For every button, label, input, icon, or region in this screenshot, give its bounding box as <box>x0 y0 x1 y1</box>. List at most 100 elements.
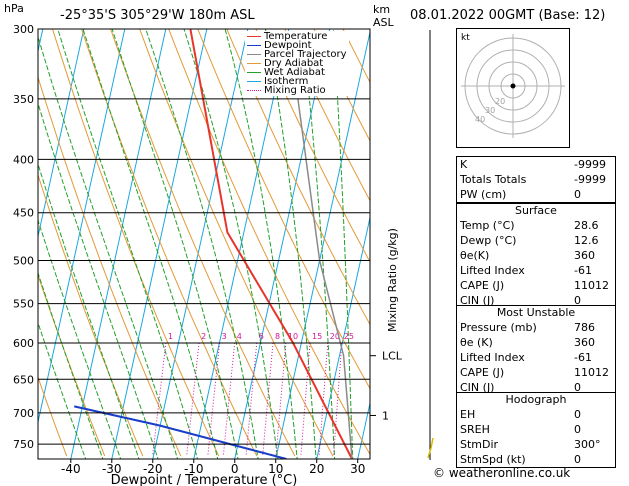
mixing-ratio-line <box>152 342 167 457</box>
mixing-ratio-axis-label: Mixing Ratio (g/kg) <box>386 228 399 332</box>
copyright-footer: © weatheronline.co.uk <box>433 466 571 480</box>
isotherm-line <box>234 29 331 459</box>
mixing-ratio-label: 15 <box>312 332 322 341</box>
pressure-tick-label: 750 <box>13 438 34 451</box>
totals-row: Totals Totals -9999 <box>457 172 615 187</box>
x-tick-label: 30 <box>350 462 365 476</box>
hodo-row-label: EH <box>460 408 476 421</box>
dry-adiabat-line <box>255 29 370 263</box>
totals-label: Totals Totals <box>460 173 527 186</box>
mixing-ratio-label: 4 <box>237 332 242 341</box>
datetime-title: 08.01.2022 00GMT (Base: 12) <box>410 8 606 23</box>
x-tick-label: -40 <box>61 462 81 476</box>
legend-swatch <box>247 36 261 37</box>
pressure-tick-label: 600 <box>13 337 34 350</box>
surface-row-value: 0 <box>574 294 581 307</box>
pressure-tick-label: 350 <box>13 93 34 106</box>
dry-adiabat-line <box>110 29 296 457</box>
pressure-tick-label: 700 <box>13 407 34 420</box>
mixing-ratio-label: 2 <box>201 332 206 341</box>
legend-swatch <box>247 54 261 55</box>
legend-label: Dry Adiabat <box>264 58 324 69</box>
mu-row-value: 786 <box>574 321 595 334</box>
hodo-row-value: 300° <box>574 438 601 451</box>
parcel-trajectory-series <box>297 98 353 459</box>
x-tick-label: 0 <box>231 462 239 476</box>
isotherm-line <box>70 29 167 459</box>
dewpoint-series <box>73 405 287 459</box>
legend-item: Mixing Ratio <box>247 86 347 96</box>
dry-adiabat-line <box>38 273 106 457</box>
dry-adiabat-line <box>313 29 370 142</box>
mu-row: CIN (J) 0 <box>457 380 615 395</box>
legend-label: Parcel Trajectory <box>264 49 347 60</box>
hodo-row: SREH 0 <box>457 422 615 437</box>
hodo-row-value: 0 <box>574 408 581 421</box>
dry-adiabat-line <box>197 29 370 390</box>
hodograph-center-dot <box>510 83 516 89</box>
mixing-ratio-line <box>262 342 274 457</box>
legend-swatch <box>247 81 261 82</box>
legend-item: Temperature <box>247 31 347 42</box>
mixing-ratio-label: 3 <box>222 332 227 341</box>
km-label: km <box>373 3 391 16</box>
mixing-ratio-line <box>300 342 311 457</box>
x-tick-label: -30 <box>102 462 122 476</box>
x-tick-label: -20 <box>143 462 163 476</box>
surface-row-value: 12.6 <box>574 234 599 247</box>
hodograph-ring-label: 20 <box>495 97 505 106</box>
x-axis-label: Dewpoint / Temperature (°C) <box>111 473 298 486</box>
dry-adiabat-line <box>168 29 370 456</box>
mixing-ratio-line <box>245 342 258 457</box>
mixing-ratio-line <box>222 342 236 457</box>
dry-adiabat-line <box>284 29 370 202</box>
pressure-unit-label: hPa <box>4 2 24 15</box>
surface-row-value: 11012 <box>574 279 609 292</box>
hodograph-table: Hodograph EH 0 SREH 0 StmDir 300° StmSpd (k… <box>456 392 616 468</box>
location-title: -25°35'S 305°29'W 180m ASL <box>60 8 255 23</box>
most-unstable-table: Most Unstable Pressure (mb) 786 θe (K) 360… <box>456 305 616 396</box>
dry-adiabat-line <box>38 75 182 457</box>
mu-row-value: -61 <box>574 351 592 364</box>
legend-item: Wet Adiabat <box>247 67 347 78</box>
mixing-ratio-line <box>333 342 343 457</box>
hodo-row-value: 0 <box>574 423 581 436</box>
mixing-ratio-label: 20 <box>330 332 340 341</box>
surface-row-label: Temp (°C) <box>460 219 515 232</box>
hodo-row: StmDir 300° <box>457 437 615 452</box>
mu-row: CAPE (J) 11012 <box>457 365 615 380</box>
pressure-tick-label: 650 <box>13 373 34 386</box>
wet-adiabat-line <box>111 29 239 459</box>
surface-row-label: CAPE (J) <box>460 279 505 292</box>
isotherm-line <box>0 29 2 459</box>
legend-label: Wet Adiabat <box>264 67 325 78</box>
mu-row-label: Pressure (mb) <box>460 321 537 334</box>
surface-row-label: θe(K) <box>460 249 490 262</box>
km-marker-label: LCL <box>382 350 403 363</box>
hodograph-panel: kt 20 30 40 <box>456 28 570 148</box>
pw-row: PW (cm) 0 <box>457 187 615 202</box>
mixing-ratio-label: 6 <box>259 332 264 341</box>
mu-row-value: 360 <box>574 336 595 349</box>
mu-row-value: 0 <box>574 381 581 394</box>
pressure-tick-label: 550 <box>13 298 34 311</box>
dry-adiabat-line <box>38 375 68 457</box>
surface-row-label: Lifted Index <box>460 264 525 277</box>
legend-swatch <box>247 72 261 73</box>
dry-adiabat-line <box>52 29 220 457</box>
chart-legend: Temperature Dewpoint Parcel Trajectory Dry … <box>245 31 349 96</box>
x-tick-label: 20 <box>309 462 324 476</box>
legend-label: Temperature <box>264 31 328 42</box>
mixing-ratio-line <box>186 342 200 457</box>
pw-value: 0 <box>574 188 581 201</box>
most-unstable-title: Most Unstable <box>496 306 576 319</box>
x-tick-label: 10 <box>268 462 283 476</box>
dry-adiabat-line <box>81 29 258 457</box>
legend-swatch <box>247 45 261 46</box>
hodo-row-label: StmSpd (kt) <box>460 453 526 466</box>
temperature-series <box>189 29 353 459</box>
pressure-tick-label: 500 <box>13 254 34 267</box>
dry-adiabat-line <box>226 29 370 326</box>
mixing-ratio-label: 1 <box>168 332 173 341</box>
